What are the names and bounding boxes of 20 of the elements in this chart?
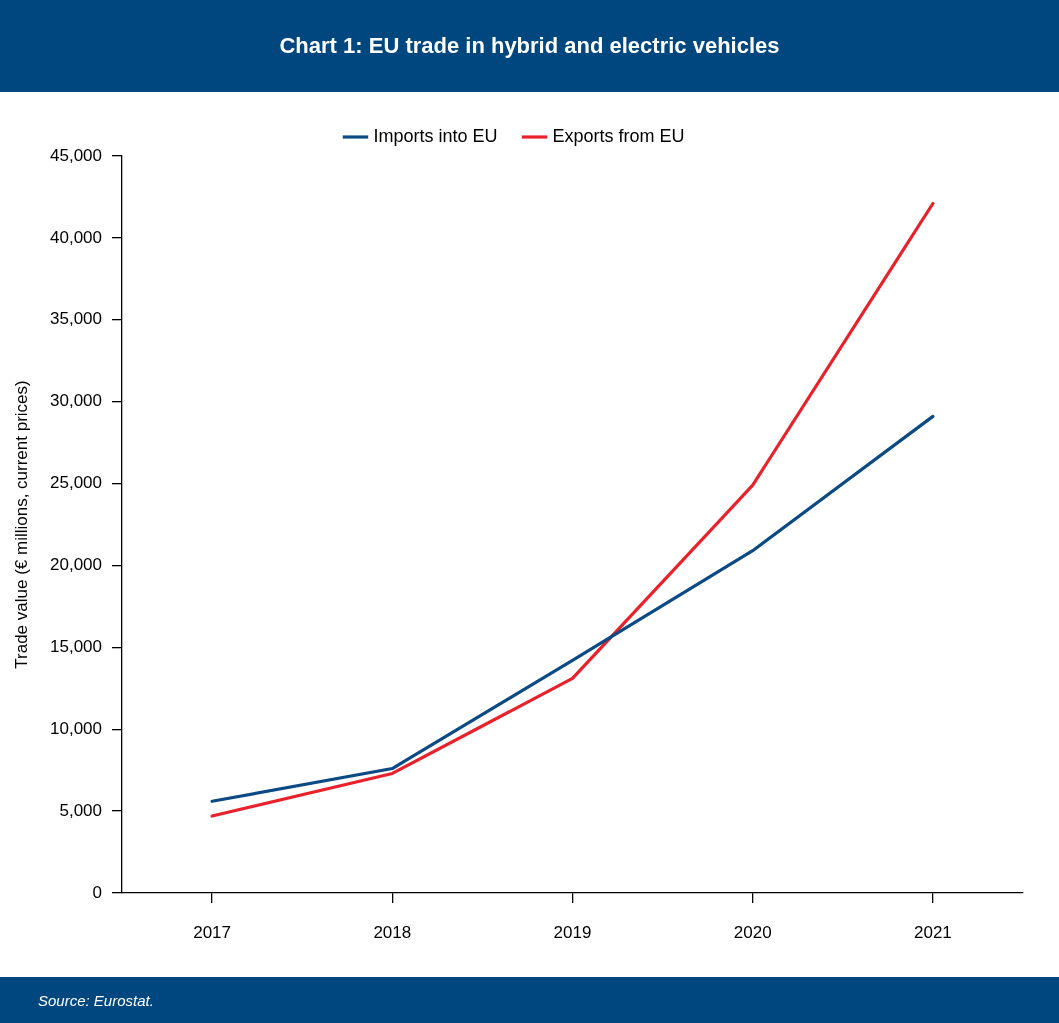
y-tick-label: 15,000 <box>50 637 102 657</box>
legend-label: Exports from EU <box>552 125 685 146</box>
x-tick-label: 2021 <box>913 922 952 942</box>
x-tick-label: 2019 <box>553 922 592 942</box>
y-tick-label: 0 <box>92 882 102 902</box>
y-tick-label: 35,000 <box>50 309 102 329</box>
y-tick-label: 25,000 <box>50 473 102 493</box>
x-tick-label: 2018 <box>373 922 412 942</box>
x-tick-label: 2020 <box>733 922 772 942</box>
y-tick-label: 30,000 <box>50 391 102 411</box>
legend-label: Imports into EU <box>373 125 498 146</box>
y-tick-label: 40,000 <box>50 227 102 247</box>
x-tick-label: 2017 <box>193 922 232 942</box>
source-note: Source: Eurostat. <box>0 977 1059 1023</box>
y-tick-label: 20,000 <box>50 555 102 575</box>
y-tick-label: 5,000 <box>59 800 102 820</box>
y-axis-title: Trade value (€ millions, current prices) <box>11 380 31 669</box>
y-tick-label: 45,000 <box>50 145 102 165</box>
y-tick-label: 10,000 <box>50 718 102 738</box>
chart-title: Chart 1: EU trade in hybrid and electric vehicles <box>0 0 1059 92</box>
